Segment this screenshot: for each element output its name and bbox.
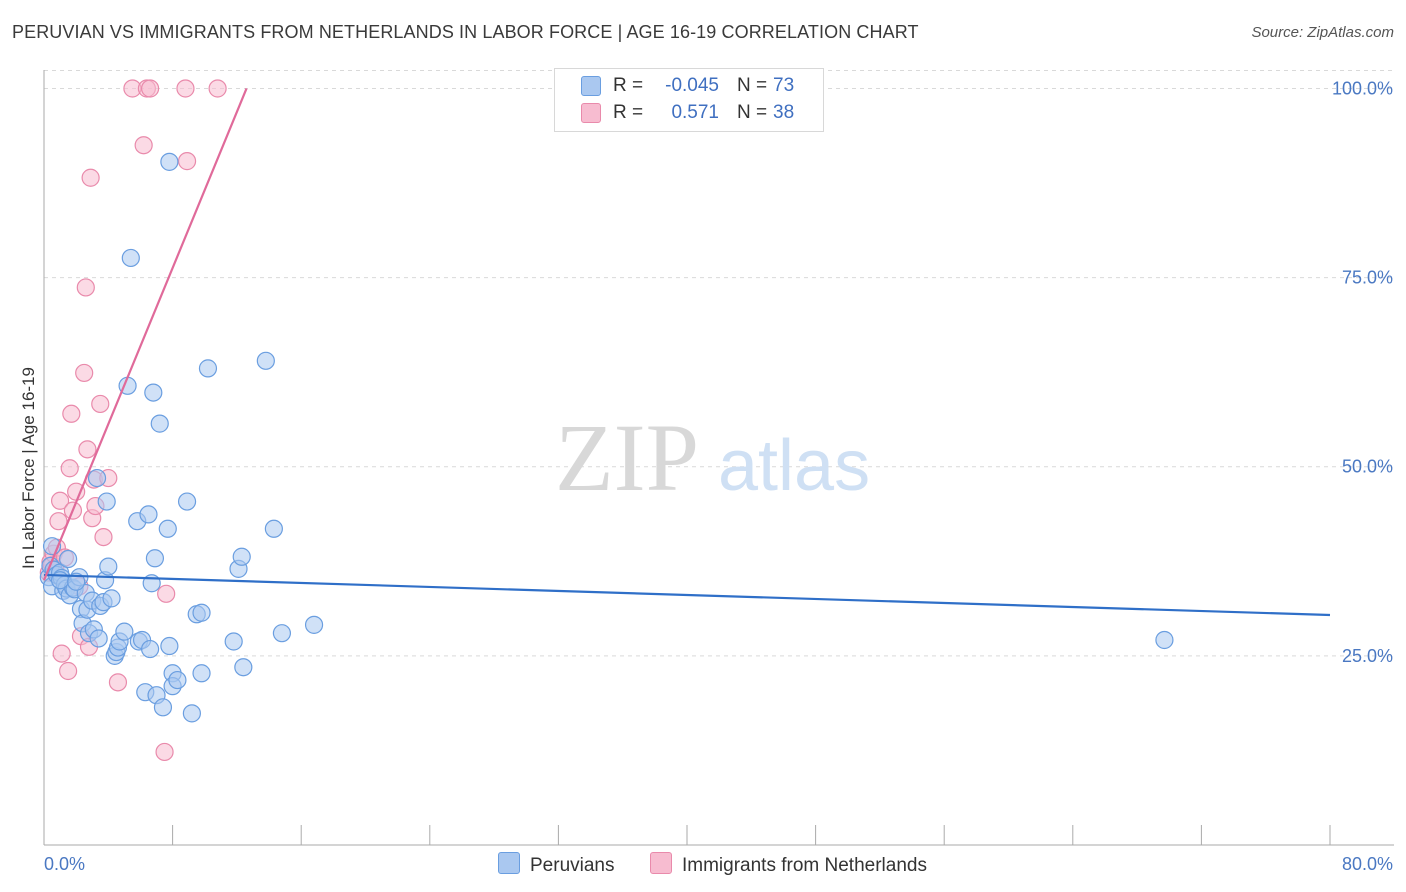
watermark-atlas: atlas — [718, 426, 870, 506]
netherlands-point — [59, 661, 78, 681]
peruvians-point — [140, 639, 160, 659]
peruvians-point — [192, 603, 211, 622]
source-label: Source: ZipAtlas.com — [1251, 24, 1394, 41]
peruvians-point — [89, 629, 108, 648]
legend-n-value: 73 — [773, 75, 795, 96]
legend-r-label: R = — [613, 75, 644, 96]
peruvians-point — [160, 152, 179, 171]
legend-swatch-peruvians — [498, 852, 520, 874]
netherlands-point — [50, 491, 70, 510]
peruvians-point — [87, 468, 107, 488]
netherlands-point — [94, 527, 113, 547]
netherlands-point — [134, 136, 153, 155]
peruvians-point — [168, 670, 187, 690]
series-legend: Peruvians Immigrants from Netherlands — [0, 852, 1406, 878]
peruvians-point — [97, 492, 116, 511]
series-peruvians-points — [39, 152, 1174, 723]
peruvians-point — [256, 351, 275, 370]
chart-title: PERUVIAN VS IMMIGRANTS FROM NETHERLANDS … — [12, 22, 919, 42]
netherlands-point — [176, 79, 195, 98]
y-tick-label: 75.0% — [1342, 268, 1393, 288]
peruvians-point — [192, 664, 211, 683]
legend-row-peruvians: R = -0.045 N = 73 — [555, 73, 823, 99]
peruvians-point — [153, 698, 173, 717]
netherlands-point — [155, 742, 174, 762]
netherlands-point — [76, 278, 95, 297]
watermark-zip: ZIP — [555, 404, 699, 511]
peruvians-point — [177, 492, 197, 511]
peruvians-point — [264, 519, 283, 538]
netherlands-point — [157, 584, 176, 603]
netherlands-point — [91, 394, 110, 414]
y-tick-label: 50.0% — [1342, 457, 1393, 477]
peruvians-point — [304, 615, 324, 634]
legend-swatch-netherlands — [650, 852, 672, 874]
watermark: ZIP atlas — [555, 404, 870, 511]
stats-legend: R = -0.045 N = 73 R = 0.571 N = 38 — [554, 68, 824, 132]
legend-item-peruvians[interactable]: Peruvians — [498, 852, 615, 877]
peruvians-point — [145, 549, 165, 568]
legend-swatch-blue — [581, 76, 601, 96]
netherlands-point — [78, 440, 97, 459]
netherlands-point — [208, 79, 227, 98]
legend-label-peruvians: Peruvians — [530, 855, 615, 876]
peruvians-point — [1155, 630, 1174, 650]
peruvians-point — [224, 632, 243, 651]
netherlands-point — [108, 673, 128, 692]
netherlands-point — [60, 459, 79, 478]
y-tick-label: 25.0% — [1342, 646, 1393, 666]
peruvians-point — [67, 572, 86, 591]
peruvians-point — [121, 248, 140, 268]
legend-n-value: 38 — [773, 102, 795, 123]
peruvians-point — [99, 557, 118, 576]
trend-lines — [42, 88, 1331, 617]
peruvians-trend-line — [43, 573, 1331, 617]
netherlands-point — [140, 79, 160, 98]
peruvians-point — [232, 547, 251, 566]
y-tick-labels: 25.0% 50.0% 75.0% 100.0% — [1332, 78, 1393, 665]
axes — [43, 70, 1394, 846]
peruvians-point — [272, 624, 292, 643]
peruvians-point — [102, 589, 121, 608]
legend-swatch-pink — [581, 103, 601, 123]
netherlands-point — [75, 363, 94, 383]
netherlands-trend-line — [42, 88, 248, 581]
netherlands-point — [62, 404, 81, 423]
peruvians-point — [160, 636, 179, 656]
peruvians-point — [139, 505, 158, 524]
y-tick-label: 100.0% — [1332, 78, 1393, 98]
x-tick-label: 80.0% — [1342, 854, 1393, 874]
netherlands-point — [81, 168, 100, 187]
legend-label-netherlands: Immigrants from Netherlands — [682, 855, 927, 876]
peruvians-point — [198, 359, 218, 378]
peruvians-point — [144, 383, 163, 402]
peruvians-point — [234, 658, 253, 677]
legend-n-label: N = — [737, 102, 768, 123]
y-axis-label: In Labor Force | Age 16-19 — [19, 367, 38, 569]
netherlands-point — [49, 512, 68, 531]
peruvians-point — [59, 549, 78, 569]
peruvians-point — [150, 414, 169, 433]
legend-n-label: N = — [737, 75, 768, 96]
legend-item-netherlands[interactable]: Immigrants from Netherlands — [650, 852, 927, 877]
legend-r-label: R = — [613, 102, 644, 123]
peruvians-point — [115, 622, 134, 641]
x-tick-labels: 0.0% 80.0% — [44, 854, 1393, 874]
legend-row-netherlands: R = 0.571 N = 38 — [555, 100, 823, 126]
netherlands-point — [177, 152, 197, 171]
series-netherlands-points — [39, 79, 227, 762]
peruvians-point — [158, 519, 177, 538]
x-tick-label: 0.0% — [44, 854, 85, 874]
legend-r-value: -0.045 — [665, 75, 719, 96]
netherlands-point — [52, 644, 71, 663]
peruvians-point — [182, 704, 201, 723]
legend-r-value: 0.571 — [671, 102, 719, 123]
